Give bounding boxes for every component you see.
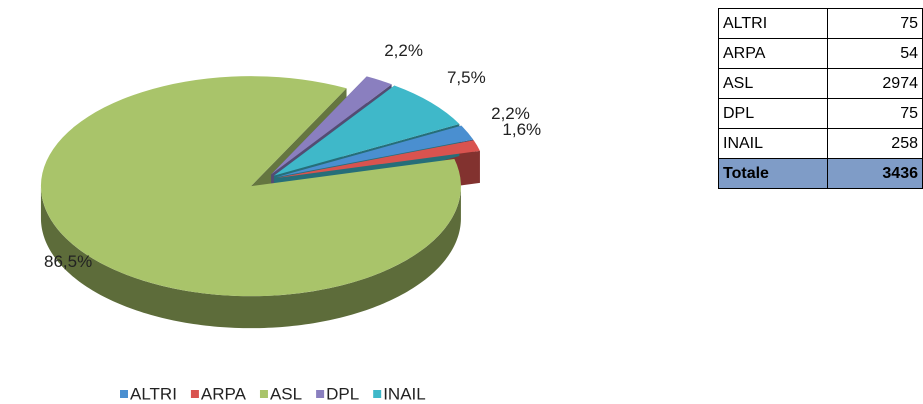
table-row: INAIL 258 xyxy=(718,128,923,159)
slice-edge xyxy=(40,185,461,329)
table-cell: Totale xyxy=(718,158,828,189)
table-cell: 2974 xyxy=(826,68,923,99)
table-cell: 3436 xyxy=(826,158,923,189)
table-row: ALTRI 75 xyxy=(718,8,923,39)
table-cell: ASL xyxy=(718,68,828,99)
legend-swatch xyxy=(259,390,268,398)
table-row: DPL 75 xyxy=(718,98,923,129)
table-row: ARPA 54 xyxy=(718,38,923,69)
slice xyxy=(273,85,460,176)
table-cell: ARPA xyxy=(718,38,828,69)
slice xyxy=(275,125,474,178)
table-cell: INAIL xyxy=(718,128,828,159)
legend-swatch xyxy=(120,390,128,398)
legend-label: ARPA xyxy=(201,384,247,403)
table-cell: 75 xyxy=(826,98,923,129)
legend-label: ASL xyxy=(270,384,302,403)
table-cell: 75 xyxy=(826,8,923,39)
slice xyxy=(271,76,392,175)
legend-swatch xyxy=(373,390,382,398)
legend-swatch xyxy=(190,390,199,398)
chart: 2,2%1,6%86,5%2,2%7,5%ALTRI ARPA ASL DPL INAI… xyxy=(40,41,541,403)
table-row: ASL 2974 xyxy=(718,68,923,99)
data-table: ALTRI 75 ARPA 54 ASL 2974 DPL 75 INAIL 258 Totale 3… xyxy=(718,8,923,189)
table-cell: 258 xyxy=(826,128,923,159)
table-cell: ALTRI xyxy=(718,8,828,39)
legend-label: DPL xyxy=(326,384,359,403)
table-cell: 54 xyxy=(826,38,923,69)
table-cell: DPL xyxy=(718,98,828,129)
legend-label: INAIL xyxy=(383,384,426,403)
slice xyxy=(40,76,461,297)
legend-label: ALTRI xyxy=(130,384,177,403)
data-label: 1,6% xyxy=(502,120,541,139)
data-label: 2,2% xyxy=(384,41,423,60)
legend-swatch xyxy=(316,390,325,398)
table-row: Totale 3436 xyxy=(718,158,923,189)
data-label: 2,2% xyxy=(491,104,530,123)
slice xyxy=(276,140,480,179)
data-label: 7,5% xyxy=(447,68,486,87)
data-label: 86,5% xyxy=(44,252,92,271)
